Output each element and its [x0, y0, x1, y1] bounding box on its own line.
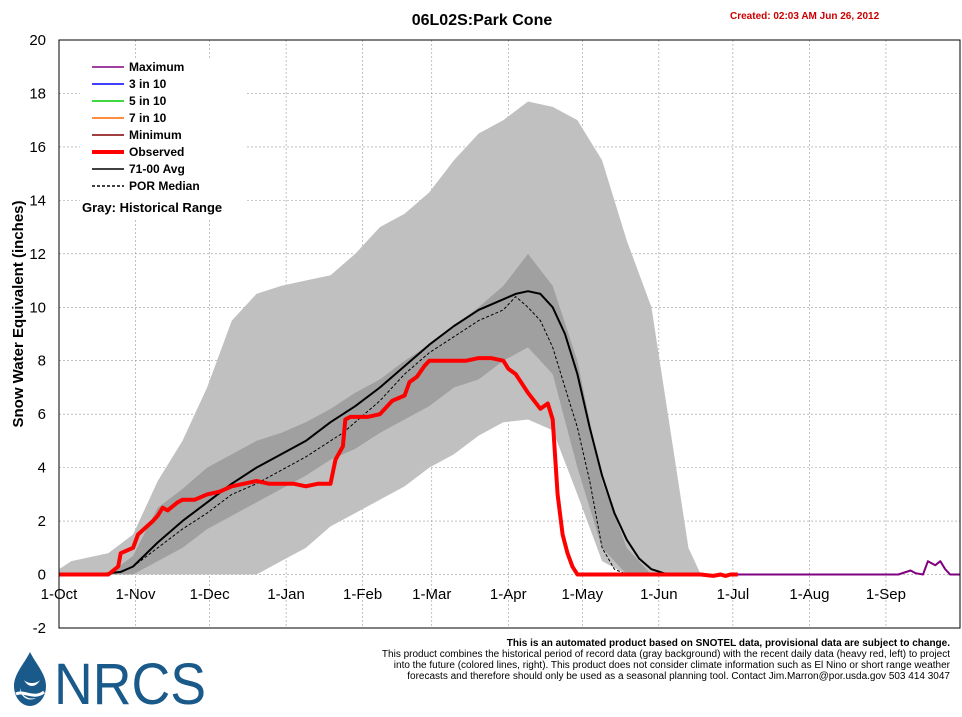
nrcs-logo: NRCS: [6, 650, 216, 717]
series-line-71-00-avg: [59, 290, 677, 576]
plot-frame: [58, 39, 961, 629]
x-tick-label: 1-Feb: [343, 586, 382, 603]
x-axis-ticks: 1-Oct 1-Nov 1-Dec 1-Jan 1-Feb 1-Mar 1-Apr 1-May…: [41, 586, 906, 603]
x-tick-label: 1-Dec: [190, 586, 231, 603]
y-tick-label: 14: [29, 192, 46, 209]
legend-label: Observed: [129, 145, 184, 159]
y-tick-label: 12: [29, 246, 46, 263]
y-axis-label: Snow Water Equivalent (inches): [10, 201, 27, 428]
x-tick-label: 1-Jul: [717, 586, 750, 603]
legend-label: 7 in 10: [129, 111, 167, 125]
x-tick-label: 1-Aug: [789, 586, 829, 603]
legend-label: Maximum: [129, 60, 184, 74]
drop-highlight-icon: [20, 680, 40, 700]
x-tick-label: 1-Oct: [41, 586, 79, 603]
logo-text: NRCS: [54, 652, 206, 712]
x-tick-label: 1-Jan: [267, 586, 305, 603]
series-lines: [59, 290, 960, 578]
y-tick-label: 20: [29, 32, 46, 49]
y-axis-ticks: -2 0 2 4 6 8 10 12 14 16 18 20: [29, 32, 46, 637]
legend-label: 71-00 Avg: [129, 162, 185, 176]
x-tick-label: 1-Mar: [412, 586, 451, 603]
disclaimer-line-3: into the future (colored lines, right). …: [393, 660, 950, 671]
y-tick-label: 4: [38, 460, 46, 477]
x-tick-label: 1-May: [561, 586, 603, 603]
series-line-maximum: [732, 560, 960, 576]
x-tick-label: 1-Nov: [116, 586, 157, 603]
y-tick-label: 10: [29, 299, 46, 316]
y-tick-label: 2: [38, 513, 46, 530]
y-tick-label: 16: [29, 139, 46, 156]
y-tick-label: 0: [38, 567, 46, 584]
x-tick-label: 1-Jun: [640, 586, 678, 603]
created-timestamp: Created: 02:03 AM Jun 26, 2012: [730, 11, 880, 22]
series-line-por-median: [59, 296, 627, 575]
legend-label: 5 in 10: [129, 94, 167, 108]
legend-note: Gray: Historical Range: [82, 200, 222, 215]
legend-label: Minimum: [129, 128, 182, 142]
legend-label: 3 in 10: [129, 77, 167, 91]
y-tick-label: 18: [29, 85, 46, 102]
y-tick-label: 6: [38, 406, 46, 423]
legend: Maximum 3 in 10 5 in 10 7 in 10 Minimum Obser…: [80, 58, 245, 218]
y-tick-label: 8: [38, 353, 46, 370]
disclaimer-line-1: This is an automated product based on SN…: [506, 638, 950, 649]
x-tick-label: 1-Apr: [490, 586, 527, 603]
water-drop-icon: [14, 652, 46, 706]
drop-wave-icon: [15, 690, 45, 697]
disclaimer-footer: This is an automated product based on SN…: [310, 638, 950, 682]
chart-title: 06L02S:Park Cone: [411, 12, 553, 29]
disclaimer-line-4: forecasts and therefore should only be u…: [407, 671, 950, 682]
x-tick-label: 1-Sep: [866, 586, 906, 603]
nrcs-logo-mark: NRCS: [14, 652, 206, 717]
y-tick-label: -2: [33, 620, 46, 637]
series-line-observed: [59, 356, 738, 578]
legend-label: POR Median: [129, 179, 200, 193]
disclaimer-line-2: This product combines the historical per…: [381, 649, 950, 660]
